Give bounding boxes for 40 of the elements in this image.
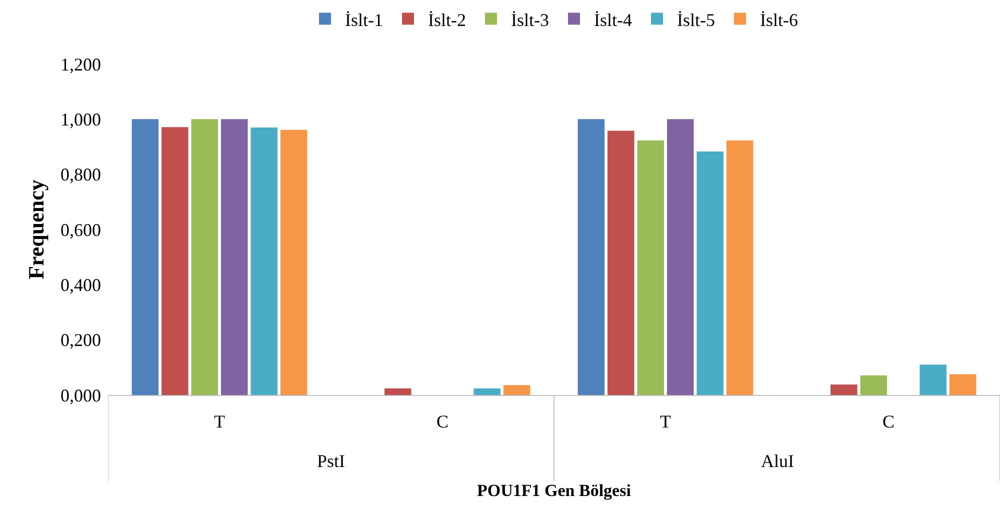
bar <box>920 364 946 395</box>
x-tick-label: C <box>436 412 449 432</box>
y-tick-label: 0,800 <box>60 164 101 185</box>
bar <box>474 388 500 395</box>
bar <box>578 119 605 395</box>
legend-label: İslt-6 <box>760 10 798 30</box>
x-tick-label: T <box>214 412 225 432</box>
bar <box>384 388 412 395</box>
bar <box>280 130 308 395</box>
bar <box>860 375 888 395</box>
bar <box>162 127 188 395</box>
bar <box>830 384 858 395</box>
text: PstI <box>317 451 346 471</box>
legend-label: İslt-5 <box>677 10 715 30</box>
bar <box>191 119 218 395</box>
y-tick-label: 0,400 <box>60 274 101 295</box>
legend-label: İslt-3 <box>511 10 549 30</box>
y-tick-label: 1,200 <box>60 54 101 74</box>
y-axis-title: Frequency <box>23 180 48 280</box>
bar <box>637 140 664 395</box>
x-tick-label: C <box>882 412 895 432</box>
bar <box>949 374 976 395</box>
text: AluI <box>761 451 794 471</box>
x-axis-title: POU1F1 Gen Bölgesi <box>477 481 632 500</box>
legend-label: İslt-1 <box>345 10 383 30</box>
bar <box>132 119 159 395</box>
y-tick-label: 0,200 <box>60 330 101 350</box>
y-tick-label: 0,000 <box>60 385 101 406</box>
y-tick-label: 0,600 <box>60 220 101 240</box>
legend-label: İslt-2 <box>428 10 466 30</box>
bar <box>726 140 754 395</box>
bar <box>250 127 278 395</box>
x-tick-label: T <box>660 412 671 432</box>
bar <box>608 130 634 395</box>
bar <box>220 119 248 395</box>
bar <box>666 119 694 395</box>
bar <box>503 385 530 395</box>
y-tick-label: 1,000 <box>60 109 101 130</box>
legend-label: İslt-4 <box>594 10 632 30</box>
bar <box>696 151 724 395</box>
